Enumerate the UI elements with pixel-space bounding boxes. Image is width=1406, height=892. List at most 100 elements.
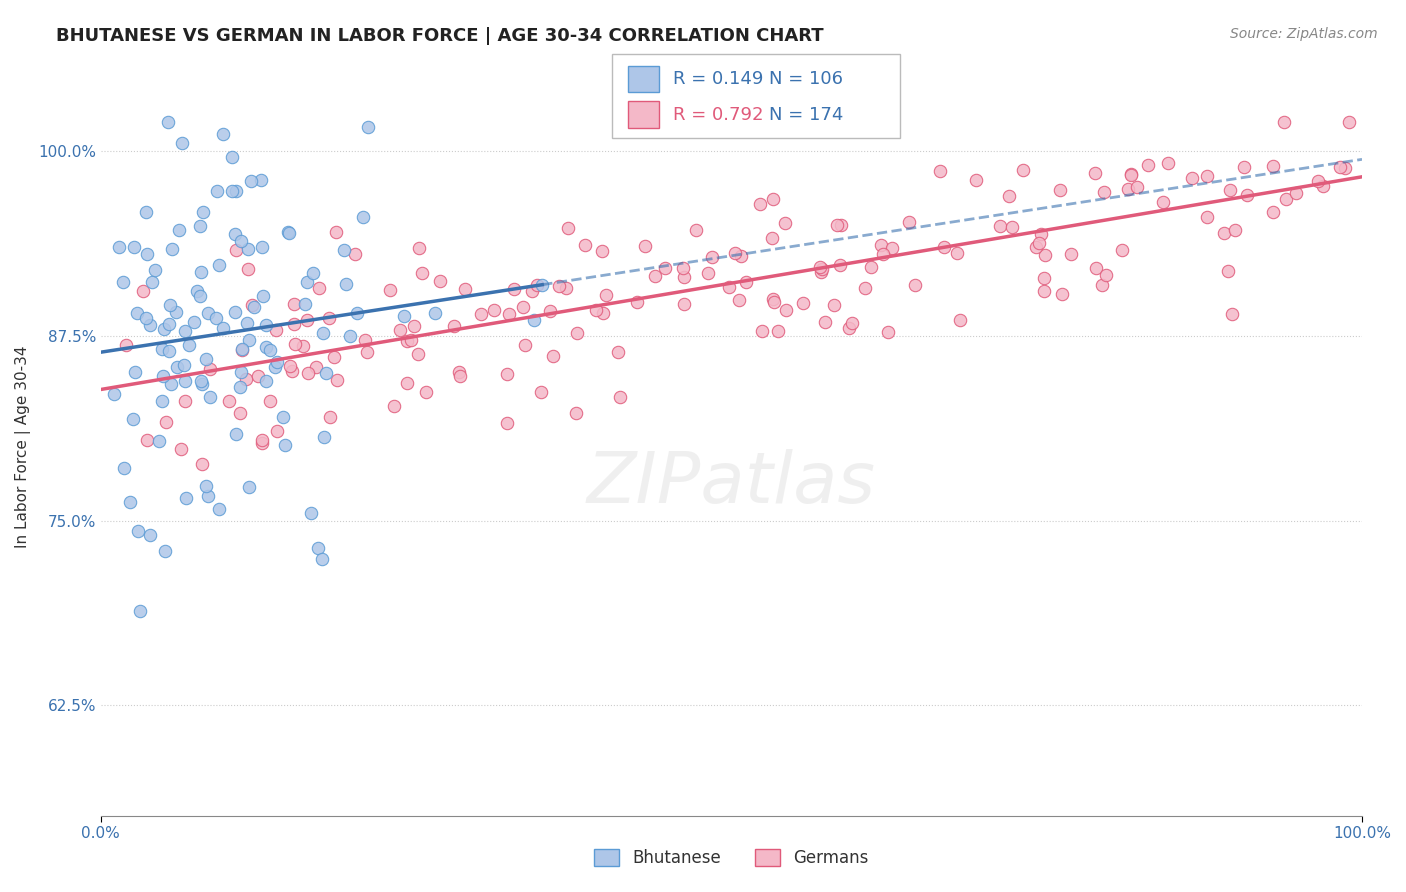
Point [626, 294, 648, 309]
Point [502, 282, 524, 296]
Point [344, 247, 367, 261]
Point [236, 242, 259, 256]
Point [761, 192, 783, 206]
Point [1049, 183, 1071, 197]
Point [543, 349, 565, 363]
Text: N = 174: N = 174 [769, 105, 844, 123]
Point [292, 339, 315, 353]
Point [1011, 162, 1033, 177]
Point [339, 329, 361, 343]
Text: Source: ZipAtlas.com: Source: ZipAtlas.com [1230, 27, 1378, 41]
Point [190, 265, 212, 279]
Point [122, 240, 145, 254]
Point [115, 338, 138, 352]
Point [998, 189, 1021, 203]
Point [211, 320, 233, 334]
Point [810, 265, 832, 279]
Point [197, 489, 219, 503]
Point [408, 347, 430, 361]
Point [399, 333, 422, 347]
Point [357, 120, 380, 134]
Point [673, 296, 696, 310]
Point [395, 334, 418, 349]
Point [447, 365, 470, 379]
Point [946, 246, 969, 260]
Point [700, 250, 723, 264]
Point [333, 243, 356, 257]
Point [193, 205, 215, 219]
Point [547, 279, 569, 293]
Point [766, 325, 789, 339]
Point [810, 261, 832, 276]
Point [295, 313, 318, 327]
Point [1119, 169, 1142, 183]
Point [595, 288, 617, 302]
Point [591, 244, 613, 258]
Point [314, 430, 336, 444]
Point [408, 241, 430, 255]
Point [173, 394, 195, 409]
Point [761, 231, 783, 245]
Point [685, 223, 707, 237]
Point [1152, 194, 1174, 209]
Point [727, 293, 749, 307]
Point [315, 367, 337, 381]
Point [127, 305, 149, 319]
Point [145, 263, 167, 277]
Point [1181, 170, 1204, 185]
Point [250, 240, 273, 254]
Point [231, 342, 253, 356]
Point [283, 296, 305, 310]
Point [352, 211, 374, 225]
Point [415, 384, 437, 399]
Point [565, 406, 588, 420]
Point [225, 243, 247, 257]
Point [335, 277, 357, 292]
Point [1261, 205, 1284, 219]
Text: R = 0.149: R = 0.149 [673, 70, 763, 88]
Point [148, 434, 170, 449]
Point [990, 219, 1012, 233]
Point [195, 352, 218, 367]
Point [353, 334, 375, 348]
Point [1029, 227, 1052, 242]
Point [135, 204, 157, 219]
Point [231, 343, 253, 358]
Point [1236, 187, 1258, 202]
Point [932, 240, 955, 254]
Point [174, 491, 197, 506]
Point [294, 297, 316, 311]
Point [346, 306, 368, 320]
Point [311, 326, 333, 340]
Point [749, 197, 772, 211]
Point [156, 115, 179, 129]
Point [1085, 261, 1108, 276]
Point [718, 280, 741, 294]
Point [325, 225, 347, 239]
Point [132, 285, 155, 299]
Point [411, 267, 433, 281]
Point [1195, 210, 1218, 224]
Point [136, 434, 159, 448]
Point [254, 341, 277, 355]
Point [160, 377, 183, 392]
Point [965, 173, 987, 187]
Point [153, 544, 176, 558]
Point [195, 479, 218, 493]
Point [830, 258, 852, 272]
Point [830, 218, 852, 232]
Point [1121, 167, 1143, 181]
Point [229, 406, 252, 420]
Point [423, 306, 446, 320]
Point [609, 390, 631, 404]
Point [449, 369, 471, 384]
Point [838, 320, 860, 334]
Point [470, 307, 492, 321]
Point [274, 438, 297, 452]
Point [238, 480, 260, 494]
Point [1312, 178, 1334, 193]
Point [392, 309, 415, 323]
Point [153, 322, 176, 336]
Point [308, 281, 330, 295]
Point [949, 313, 972, 327]
